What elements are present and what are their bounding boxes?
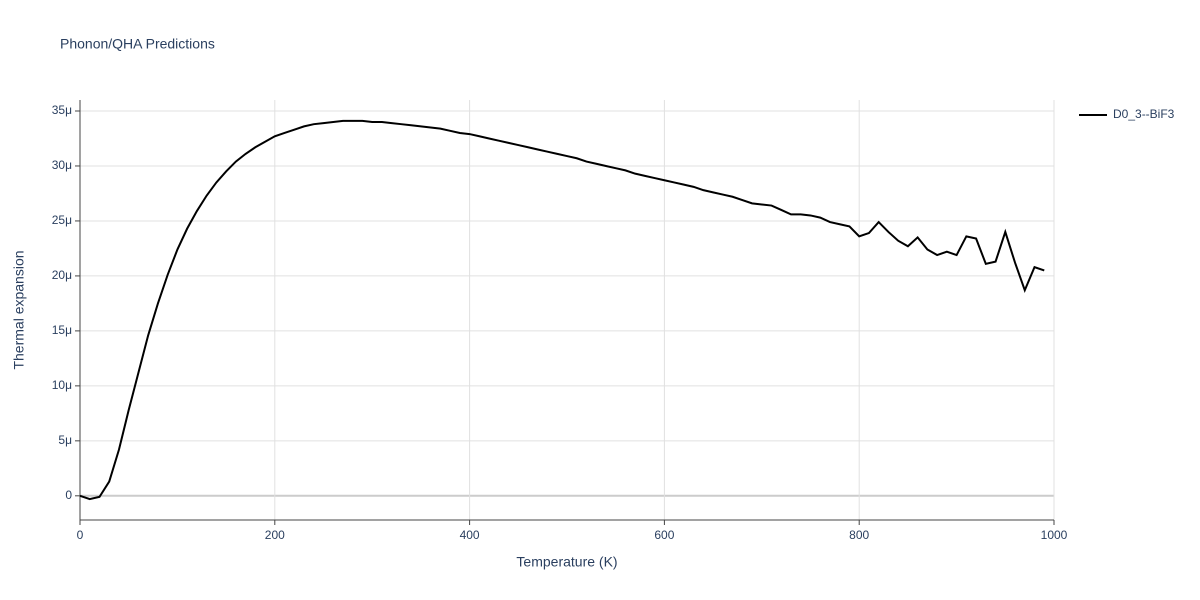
y-tick-label: 25μ <box>52 213 72 227</box>
y-tick-label: 15μ <box>52 323 72 337</box>
y-tick-label: 30μ <box>52 158 72 172</box>
x-tick-label: 1000 <box>1041 528 1068 542</box>
y-axis-title: Thermal expansion <box>11 250 27 369</box>
x-tick-label: 800 <box>849 528 869 542</box>
x-tick-label: 200 <box>265 528 285 542</box>
x-tick-label: 600 <box>654 528 674 542</box>
y-tick-label: 0 <box>65 488 72 502</box>
x-axis-title: Temperature (K) <box>516 554 617 570</box>
legend-label: D0_3--BiF3 <box>1113 107 1175 121</box>
y-tick-label: 35μ <box>52 103 72 117</box>
y-tick-label: 20μ <box>52 268 72 282</box>
x-tick-label: 0 <box>77 528 84 542</box>
chart-title: Phonon/QHA Predictions <box>60 36 215 52</box>
y-tick-label: 5μ <box>58 433 72 447</box>
x-tick-label: 400 <box>460 528 480 542</box>
y-tick-label: 10μ <box>52 378 72 392</box>
line <box>79 119 1045 501</box>
